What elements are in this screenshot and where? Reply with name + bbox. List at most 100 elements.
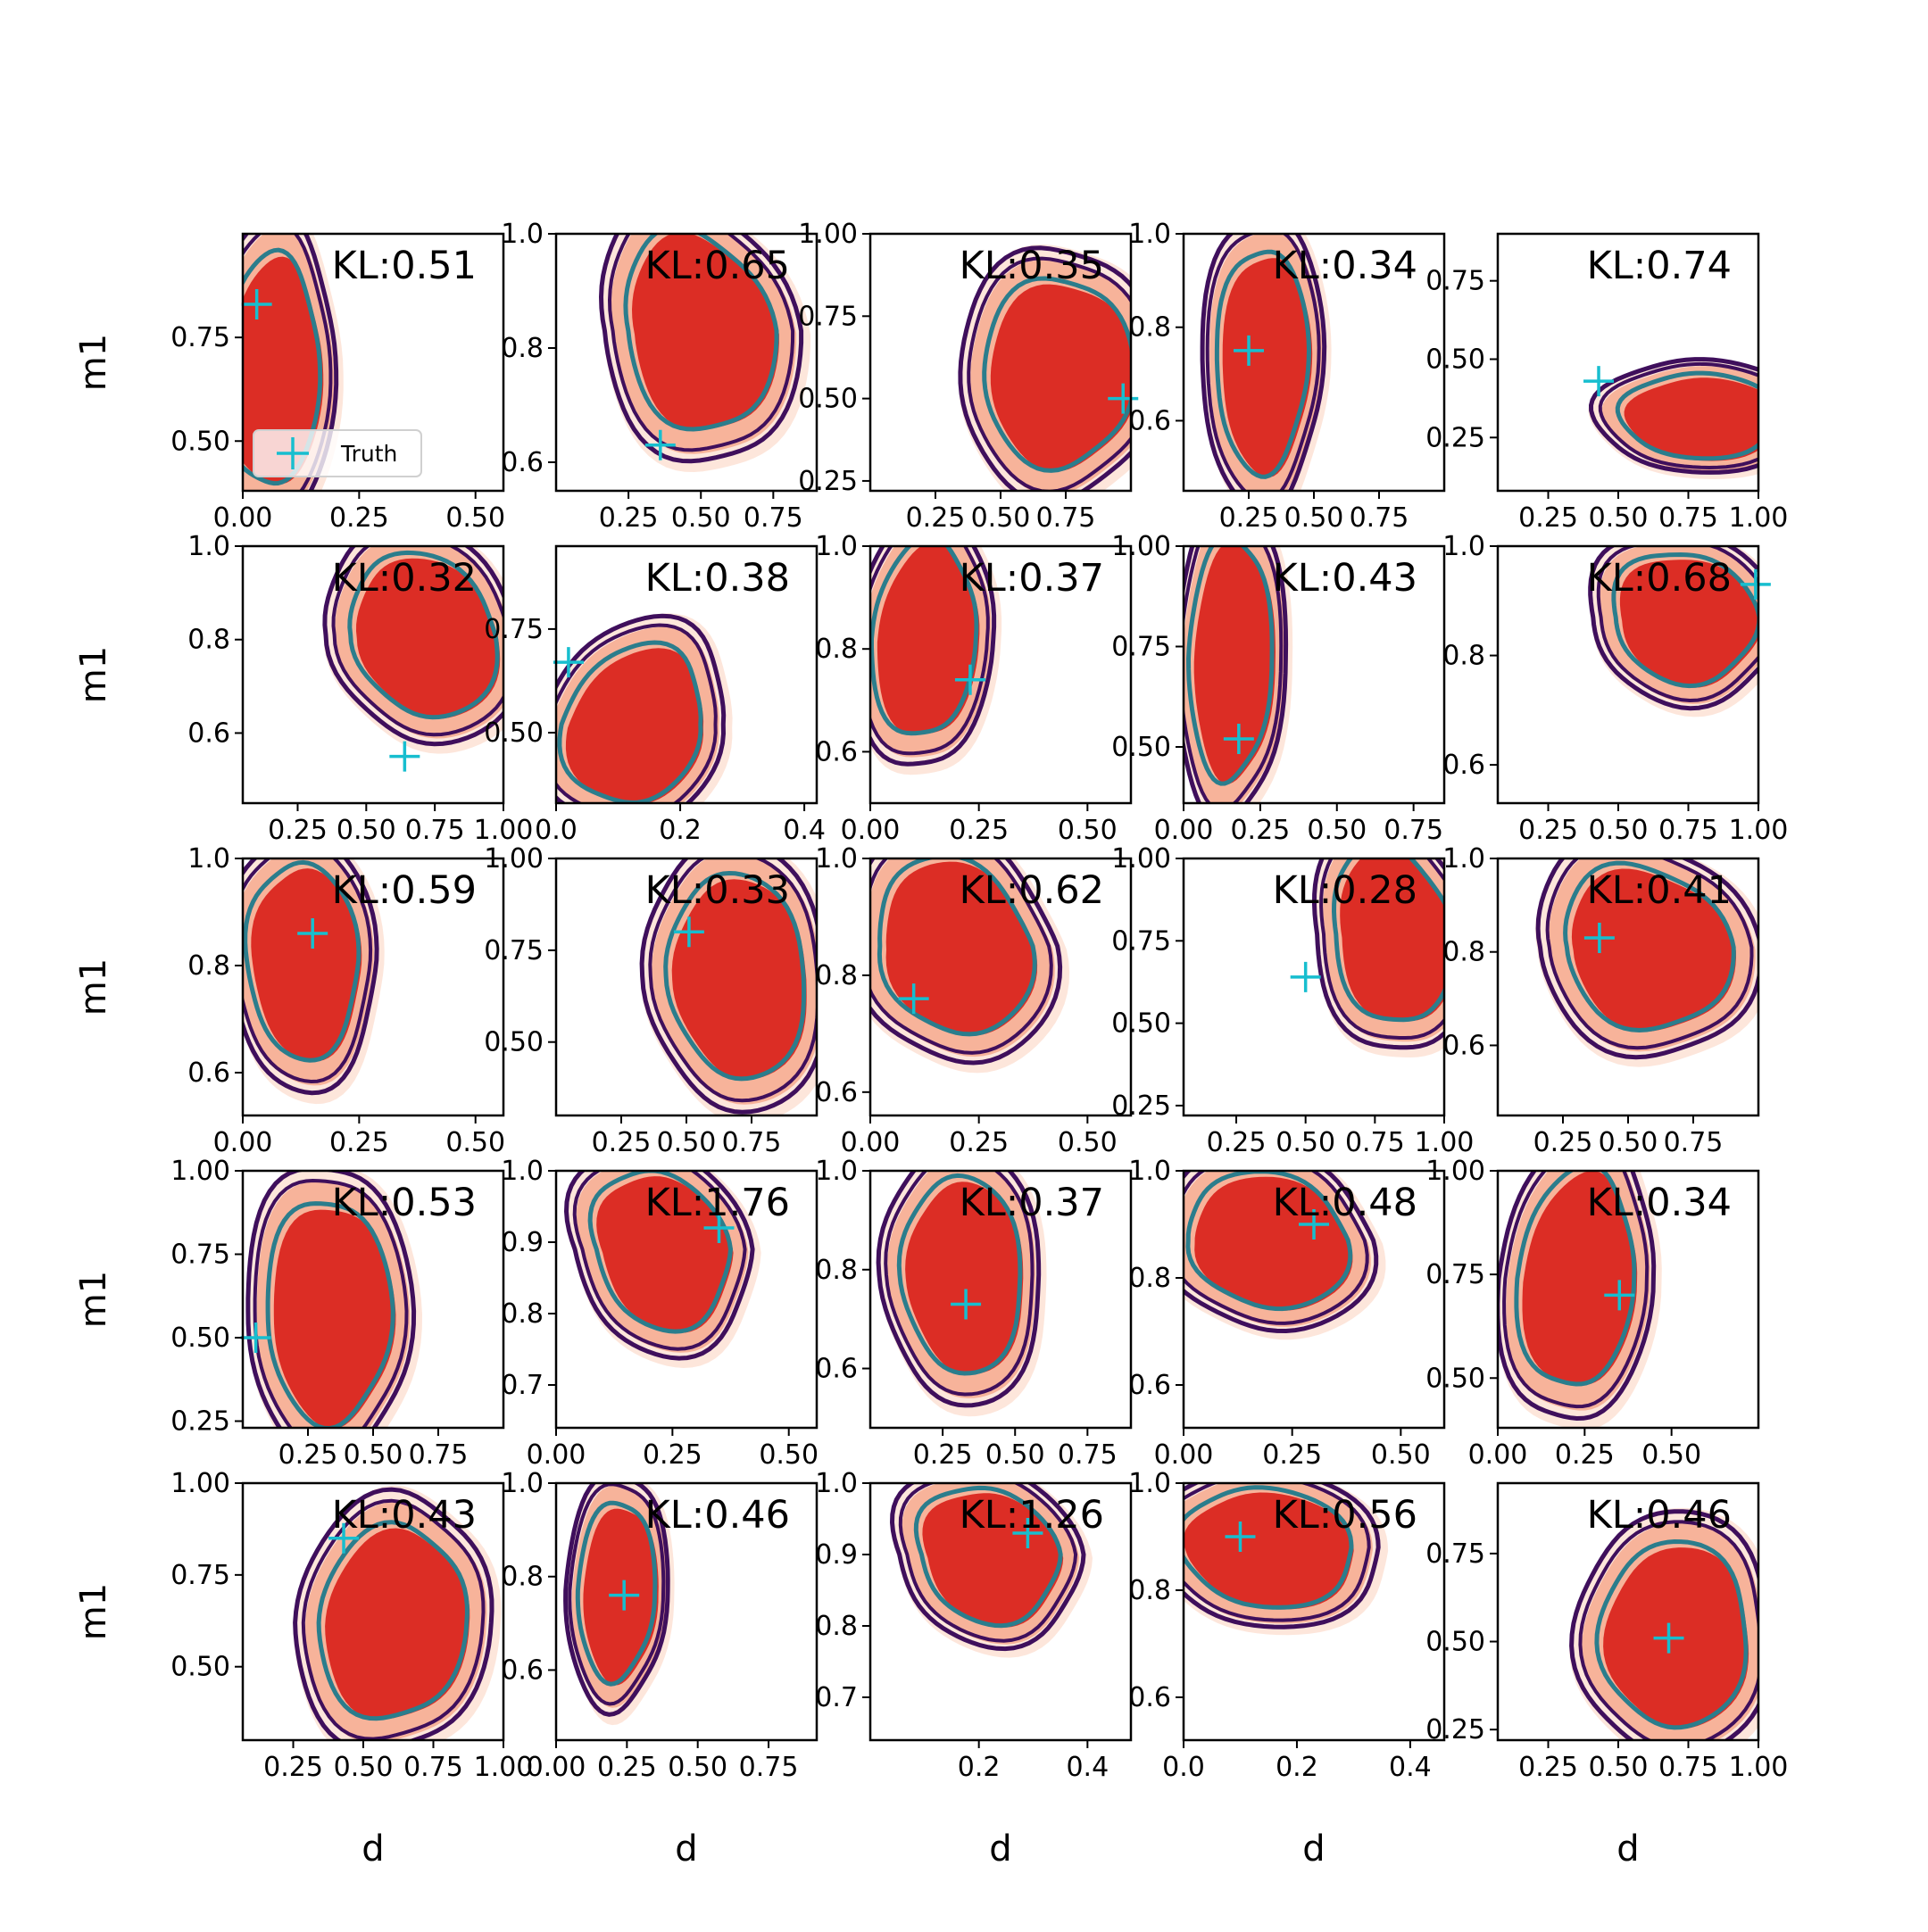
x-tick-label: 0.50	[1589, 502, 1649, 534]
x-tick-label: 0.25	[1262, 1439, 1322, 1471]
x-tick-label: 0.0	[535, 815, 578, 846]
y-tick-label: 0.75	[1425, 1538, 1485, 1570]
y-tick-label: 1.0	[1128, 1468, 1171, 1499]
x-tick-label: 0.75	[1058, 1439, 1118, 1471]
subplot: 0.00 0.25 0.50 0.75 0.6 0.8 1.0 KL:0.46 d	[501, 1468, 819, 1870]
y-tick-label: 0.6	[1442, 750, 1485, 781]
y-tick-label: 0.50	[1425, 1627, 1485, 1658]
x-tick-label: 0.50	[759, 1439, 819, 1471]
y-tick-label: 1.00	[1111, 531, 1171, 562]
density-fill-dark	[885, 861, 1038, 1036]
plot-area	[1498, 1171, 1662, 1428]
x-tick-label: 0.75	[722, 1127, 782, 1158]
plot-area	[639, 858, 817, 1115]
truth-marker	[1108, 383, 1139, 414]
y-tick-label: 0.50	[1425, 344, 1485, 375]
y-tick-label: 0.8	[501, 1562, 544, 1593]
contour-outer-b	[572, 1171, 747, 1351]
x-tick-label: 0.75	[1664, 1127, 1724, 1158]
density-fill-dark	[1619, 560, 1758, 688]
y-tick-label: 0.8	[1128, 1575, 1171, 1606]
contour-outer-a	[1184, 1483, 1381, 1629]
contour-inner	[877, 858, 1037, 1037]
x-tick-label: 0.4	[1066, 1752, 1109, 1783]
density-fill-dark	[596, 1176, 734, 1333]
contour-inner	[1514, 1171, 1637, 1387]
x-tick-label: 0.00	[1154, 815, 1214, 846]
y-tick-label: 0.50	[1111, 1008, 1171, 1040]
kl-annotation: KL:0.46	[645, 1493, 790, 1538]
y-axis-label: m1	[73, 1583, 114, 1640]
contour-outer-b	[1184, 1171, 1369, 1325]
density-fill-dark	[1522, 1171, 1638, 1386]
plot-area	[243, 858, 385, 1105]
contour-outer-b	[1502, 1171, 1650, 1409]
subplot: 0.0 0.2 0.4 0.50 0.75 KL:0.38	[484, 544, 826, 846]
axes-frame	[868, 1481, 1133, 1742]
y-axis-label: m1	[73, 646, 114, 703]
axes-frame	[554, 544, 819, 805]
contour-outer-a	[243, 858, 379, 1096]
x-tick-label: 0.4	[783, 815, 826, 846]
y-tick-label: 1.0	[1442, 531, 1485, 562]
legend-truth-marker	[277, 437, 309, 469]
truth-marker	[1604, 1280, 1635, 1311]
density-fill-dark	[356, 558, 501, 719]
x-tick-label: 0.00	[841, 1127, 901, 1158]
truth-marker	[1223, 724, 1254, 754]
y-tick-label: 0.50	[484, 717, 544, 749]
y-tick-label: 0.50	[170, 426, 230, 457]
contour-inner	[316, 1520, 470, 1721]
subplot: 0.25 0.50 0.75 1.00 0.25 0.50 0.75 KL:0.74	[1425, 232, 1788, 534]
truth-marker	[297, 918, 328, 949]
kl-annotation: KL:0.53	[332, 1181, 477, 1225]
y-tick-label: 1.0	[1128, 1156, 1171, 1187]
y-tick-label: 0.75	[170, 1240, 230, 1271]
contour-inner	[623, 234, 779, 432]
contour-inner	[1185, 1171, 1353, 1312]
x-tick-label: 0.25	[949, 1127, 1009, 1158]
axes-frame	[1496, 544, 1760, 805]
truth-marker	[951, 1289, 982, 1320]
x-tick-label: 0.75	[409, 1439, 469, 1471]
y-tick-label: 0.8	[815, 1611, 858, 1642]
contour-outer-a	[322, 546, 503, 747]
y-tick-label: 1.0	[815, 1156, 858, 1187]
kl-annotation: KL:0.43	[332, 1493, 477, 1538]
contour-outer-b	[1545, 858, 1754, 1050]
contour-inner	[347, 550, 500, 720]
y-tick-label: 1.0	[815, 843, 858, 875]
kl-annotation: KL:0.37	[960, 556, 1104, 601]
y-tick-label: 0.6	[815, 1077, 858, 1108]
y-tick-label: 0.8	[1128, 1263, 1171, 1294]
kl-annotation: KL:0.56	[1273, 1493, 1417, 1538]
contour-outer-a	[293, 1487, 494, 1740]
plot-area	[1184, 1171, 1386, 1340]
x-tick-label: 0.25	[1518, 502, 1578, 534]
plot-area	[243, 234, 344, 491]
contour-inner	[870, 546, 979, 736]
x-tick-label: 0.50	[1599, 1127, 1658, 1158]
subplot: 0.25 0.50 0.75 1.00 0.25 0.50 0.75 KL:0.46 d	[1425, 1481, 1788, 1870]
x-tick-label: 0.4	[1389, 1752, 1432, 1783]
y-tick-label: 0.75	[170, 322, 230, 353]
axes-frame	[241, 544, 505, 805]
kl-annotation: KL:0.68	[1587, 556, 1732, 601]
kl-annotation: KL:0.28	[1273, 868, 1417, 913]
contour-outer-a	[958, 245, 1131, 491]
x-tick-label: 0.50	[445, 502, 505, 534]
x-tick-label: 0.00	[527, 1439, 586, 1471]
contour-outer-b	[243, 858, 373, 1084]
y-tick-label: 1.0	[815, 531, 858, 562]
x-tick-label: 0.75	[405, 815, 465, 846]
contour-outer-a	[1184, 1171, 1379, 1334]
y-tick-label: 0.25	[1425, 1714, 1485, 1745]
x-tick-label: 1.00	[474, 815, 534, 846]
truth-marker	[1653, 1622, 1684, 1654]
x-tick-label: 0.25	[906, 502, 966, 534]
contour-outer-a	[563, 1171, 755, 1361]
y-tick-label: 1.00	[1111, 843, 1171, 875]
